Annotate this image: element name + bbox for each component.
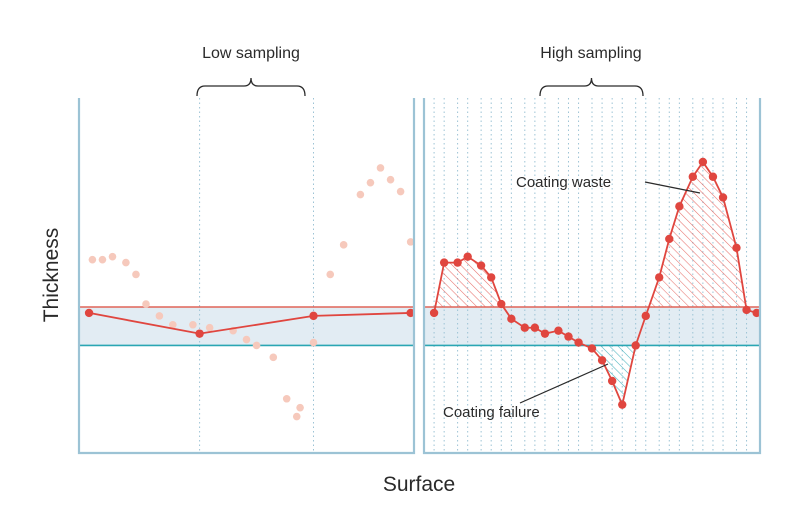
panel-title-low-sampling: Low sampling — [202, 45, 300, 62]
coating-waste-area — [435, 161, 747, 307]
profile-point — [205, 323, 214, 332]
sample-point — [507, 314, 516, 324]
annotation-coating-waste-leader — [644, 181, 701, 194]
profile-point — [406, 238, 415, 246]
sample-point — [540, 329, 550, 338]
profile-point — [242, 335, 251, 344]
panel-high-sampling — [422, 98, 762, 455]
sample-point — [309, 311, 318, 321]
profile-point — [386, 175, 395, 184]
low-sampling-measured-line — [88, 312, 411, 335]
profile-point — [366, 178, 375, 187]
sample-point — [487, 273, 496, 282]
profile-point — [396, 187, 405, 196]
annotation-coating-failure: Coating failure — [443, 404, 540, 421]
sample-lines-right — [433, 98, 748, 453]
y-axis-label: Thickness — [40, 228, 63, 323]
panel-frame-right — [422, 98, 762, 455]
profile-point — [296, 403, 304, 412]
annotation-coating-failure-leader — [519, 363, 609, 404]
low-sampling-points — [84, 308, 415, 338]
sample-point — [742, 305, 751, 315]
panel-title-high-sampling: High sampling — [540, 45, 641, 62]
profile-point — [376, 164, 385, 172]
sample-point — [587, 344, 597, 353]
sample-point — [607, 376, 617, 386]
sample-point — [554, 326, 563, 335]
panel-frame-left — [77, 98, 416, 455]
underlying-profile-points — [88, 164, 415, 421]
sample-point — [429, 308, 439, 318]
sample-point — [463, 252, 472, 261]
sample-point — [665, 234, 674, 244]
sample-point — [618, 400, 627, 409]
sample-point — [752, 308, 761, 318]
profile-point — [269, 353, 278, 362]
profile-point — [282, 394, 291, 403]
sample-point — [453, 258, 462, 267]
profile-point — [169, 320, 177, 329]
x-axis-label: Surface — [383, 473, 455, 496]
sample-point — [708, 172, 718, 181]
sample-point — [84, 308, 94, 318]
profile-point — [326, 270, 335, 279]
sample-lines-left — [199, 98, 314, 453]
brace-high-sampling — [539, 77, 644, 97]
tolerance-band-right — [424, 307, 760, 346]
profile-point — [108, 252, 117, 261]
sample-point — [655, 273, 664, 282]
sample-point — [718, 193, 728, 202]
profile-point — [132, 270, 140, 279]
sample-point — [520, 323, 529, 332]
profile-point — [88, 255, 97, 264]
high-sampling-points — [429, 157, 761, 409]
sample-point — [564, 332, 573, 341]
sample-point — [530, 323, 540, 332]
brace-low-sampling — [196, 77, 306, 97]
sample-point — [497, 299, 506, 309]
profile-point — [98, 255, 107, 264]
sample-point — [698, 157, 708, 167]
panel-low-sampling — [77, 98, 416, 455]
profile-point — [142, 300, 150, 308]
sample-point — [406, 308, 415, 318]
sample-point — [597, 356, 607, 365]
profile-point — [292, 412, 301, 421]
profile-point — [356, 190, 365, 199]
sample-point — [195, 329, 204, 338]
profile-point — [252, 341, 261, 350]
sample-point — [439, 258, 449, 267]
sample-point — [574, 338, 583, 347]
coating-failure-area — [585, 345, 636, 405]
sample-point — [631, 341, 640, 350]
sample-point — [675, 202, 684, 211]
sample-point — [732, 243, 741, 252]
profile-point — [309, 338, 318, 347]
annotation-coating-waste: Coating waste — [516, 174, 611, 191]
profile-point — [339, 241, 348, 249]
sample-point — [688, 172, 697, 181]
profile-point — [122, 258, 130, 267]
profile-point — [189, 320, 197, 329]
sample-point — [641, 311, 650, 321]
profile-point — [155, 312, 164, 320]
sample-point — [476, 261, 486, 270]
